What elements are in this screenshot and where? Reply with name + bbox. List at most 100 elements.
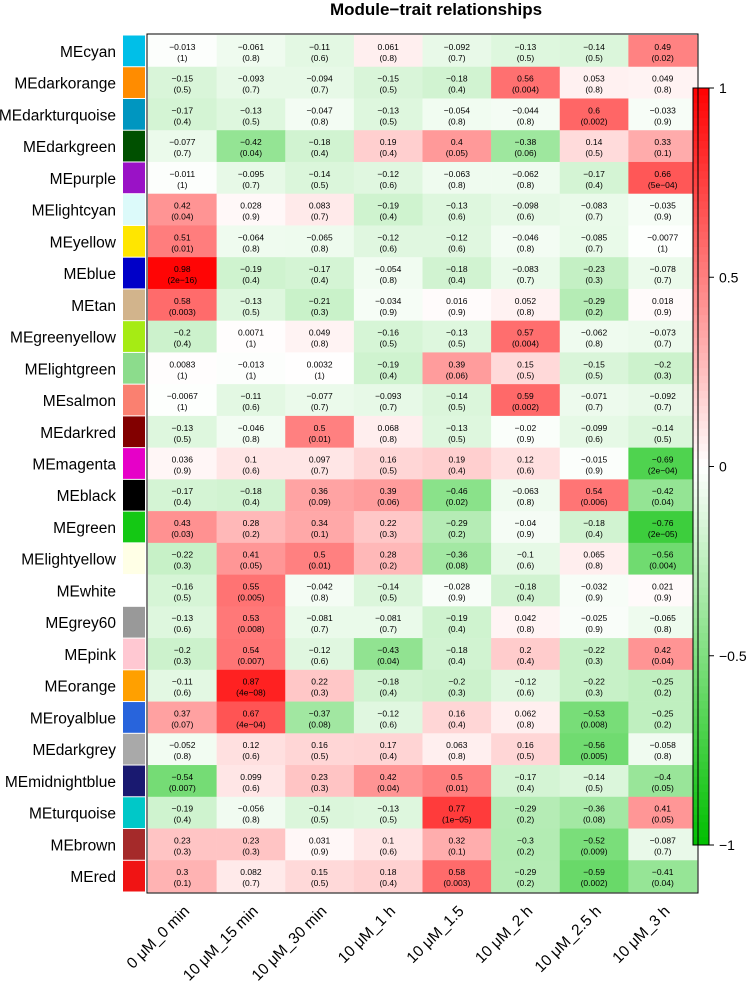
cell-pvalue-label: (0.5): [174, 434, 192, 444]
cell-correlation-label: −0.22: [583, 677, 605, 687]
cell-pvalue-label: (0.06): [514, 148, 536, 158]
legend-gradient-segment: [693, 511, 709, 520]
cell-pvalue-label: (0.6): [311, 656, 329, 666]
cell-correlation-label: −0.54: [172, 772, 194, 782]
legend-gradient-segment: [693, 822, 709, 831]
row-label: MEturquoise: [29, 806, 116, 823]
cell-pvalue-label: (1): [177, 402, 188, 412]
cell-correlation-label: −0.18: [583, 518, 605, 528]
heatmap-cell: [285, 733, 355, 766]
cell-pvalue-label: (0.8): [379, 275, 397, 285]
cell-pvalue-label: (0.6): [174, 624, 192, 634]
cell-correlation-label: 0.19: [449, 455, 466, 465]
cell-pvalue-label: (0.4): [448, 466, 466, 476]
legend-gradient-segment: [693, 436, 709, 445]
heatmap-cell: [353, 606, 423, 639]
cell-correlation-label: −0.054: [444, 105, 471, 115]
cell-pvalue-label: (0.02): [446, 497, 468, 507]
cell-correlation-label: −0.38: [515, 137, 537, 147]
heatmap-cell: [422, 511, 492, 544]
cell-pvalue-label: (0.7): [311, 85, 329, 95]
cell-pvalue-label: (0.09): [308, 497, 330, 507]
legend-gradient-segment: [693, 686, 709, 694]
cell-pvalue-label: (0.5): [311, 751, 329, 761]
heatmap-cell: [422, 161, 492, 195]
heatmap-cell: [422, 638, 492, 671]
heatmap-cell: [285, 35, 355, 68]
cell-correlation-label: 0.59: [517, 391, 534, 401]
heatmap-cell: [148, 352, 217, 385]
heatmap-cell: [422, 352, 492, 385]
cell-correlation-label: 0.15: [517, 359, 534, 369]
cell-pvalue-label: (0.8): [379, 53, 397, 63]
legend-gradient-segment: [693, 156, 709, 165]
cell-correlation-label: −0.065: [650, 613, 677, 623]
heatmap-cell: [628, 479, 698, 512]
cell-pvalue-label: (0.7): [654, 846, 672, 856]
heatmap-cell: [353, 828, 423, 861]
cell-pvalue-label: (0.7): [517, 275, 535, 285]
cell-pvalue-label: (0.8): [242, 434, 260, 444]
cell-pvalue-label: (0.1): [448, 846, 466, 856]
cell-pvalue-label: (0.02): [652, 53, 674, 63]
cell-correlation-label: −0.1: [517, 550, 534, 560]
heatmap-cell: [559, 161, 629, 195]
module-swatch: [123, 448, 145, 479]
heatmap-cell: [353, 288, 423, 321]
cell-correlation-label: 0.062: [515, 708, 537, 718]
legend-gradient-segment: [693, 648, 709, 657]
cell-pvalue-label: (0.9): [654, 592, 672, 602]
heatmap-cell: [491, 35, 561, 68]
heatmap-cell: [559, 447, 629, 480]
cell-pvalue-label: (0.3): [379, 529, 397, 539]
heatmap-cell: [422, 606, 492, 639]
cell-pvalue-label: (0.9): [517, 529, 535, 539]
cell-pvalue-label: (0.9): [174, 466, 192, 476]
heatmap-cell: [285, 98, 355, 131]
cell-correlation-label: 0.77: [449, 804, 466, 814]
module-swatch: [123, 829, 145, 860]
heatmap-cell: [216, 66, 286, 99]
cell-pvalue-label: (0.7): [654, 275, 672, 285]
cell-correlation-label: −0.29: [446, 518, 468, 528]
cell-pvalue-label: (1): [314, 370, 325, 380]
cell-pvalue-label: (0.5): [379, 466, 397, 476]
heatmap-cell: [216, 415, 286, 448]
cell-correlation-label: 0.49: [654, 42, 671, 52]
cell-correlation-label: 0.55: [243, 581, 260, 591]
cell-correlation-label: 0.23: [174, 835, 191, 845]
legend-gradient-segment: [693, 171, 709, 180]
cell-pvalue-label: (0.6): [242, 466, 260, 476]
heatmap-cell: [216, 320, 286, 353]
legend-gradient-segment: [693, 140, 709, 149]
legend-gradient-segment: [693, 262, 709, 271]
cell-pvalue-label: (0.6): [517, 688, 535, 698]
cell-correlation-label: −0.4: [654, 772, 671, 782]
heatmap-cell: [216, 733, 286, 766]
heatmap-cell: [628, 606, 698, 639]
heatmap-cell: [491, 193, 561, 226]
heatmap-cell: [216, 606, 286, 639]
cell-pvalue-label: (0.9): [654, 212, 672, 222]
cell-pvalue-label: (0.004): [512, 85, 539, 95]
cell-correlation-label: −0.2: [174, 645, 191, 655]
legend-gradient-segment: [693, 451, 709, 460]
cell-pvalue-label: (0.8): [448, 116, 466, 126]
cell-pvalue-label: (0.04): [652, 497, 674, 507]
cell-pvalue-label: (0.9): [448, 307, 466, 317]
heatmap-cell: [628, 257, 698, 290]
legend-gradient-segment: [693, 299, 709, 308]
cell-pvalue-label: (0.4): [585, 180, 603, 190]
heatmap-cell: [628, 669, 698, 702]
cell-correlation-label: 0.53: [243, 613, 260, 623]
heatmap-cell: [353, 511, 423, 544]
column-label: 10 μM_1.5: [404, 903, 468, 967]
cell-pvalue-label: (0.3): [174, 561, 192, 571]
cell-pvalue-label: (0.8): [517, 307, 535, 317]
module-swatch: [123, 289, 145, 321]
heatmap-cell: [628, 130, 698, 163]
cell-pvalue-label: (0.5): [448, 339, 466, 349]
cell-pvalue-label: (0.8): [654, 85, 672, 95]
heatmap-cell: [559, 828, 629, 861]
heatmap-cell: [148, 542, 217, 575]
